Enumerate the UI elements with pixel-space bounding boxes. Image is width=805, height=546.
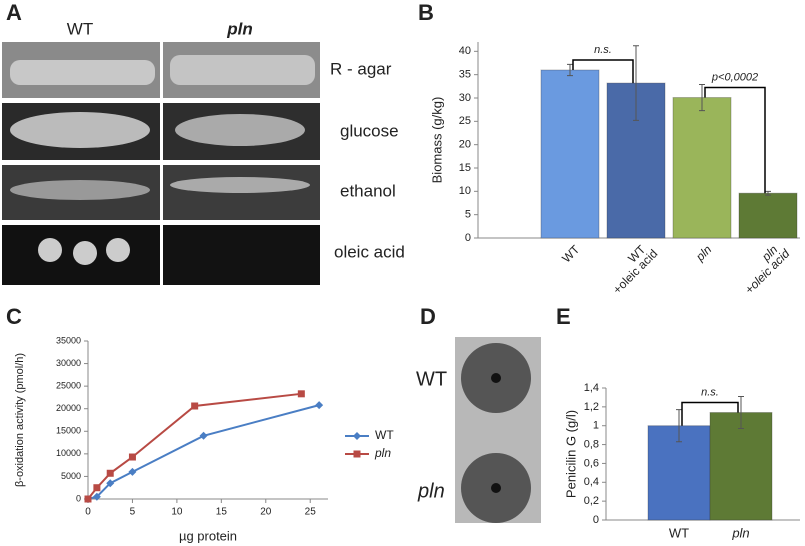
y-tick-label: 15000 — [56, 426, 81, 436]
y-tick-label: 0,2 — [584, 495, 599, 507]
y-tick-label: 40 — [459, 45, 471, 57]
panel-letter: A — [6, 0, 22, 25]
y-tick-label: 25 — [459, 115, 471, 127]
point — [84, 495, 92, 503]
series-line — [87, 392, 302, 500]
y-tick-label: 0 — [465, 232, 471, 244]
x-tick-label: WT — [559, 242, 583, 266]
legend-marker — [353, 450, 361, 458]
row-label: WT — [416, 368, 447, 390]
x-tick-label: 5 — [130, 507, 136, 518]
row-label: oleic acid — [334, 242, 405, 261]
point — [106, 469, 114, 477]
y-tick-label: 20000 — [56, 403, 81, 413]
x-tick-label: pln — [692, 242, 714, 264]
y-tick-label: 35000 — [56, 335, 81, 345]
row-label: R - agar — [330, 59, 392, 78]
point — [92, 492, 101, 501]
error-bar — [699, 83, 705, 112]
error-bar — [738, 395, 744, 430]
panel-letter: E — [556, 304, 571, 329]
y-tick-label: 1 — [593, 420, 599, 432]
bar — [540, 69, 600, 239]
y-tick-label: 5000 — [61, 471, 81, 481]
panel-letter: D — [420, 304, 436, 329]
error-bar — [676, 409, 682, 443]
row-label: pln — [417, 480, 445, 502]
error-bar — [765, 190, 771, 196]
point — [93, 484, 101, 492]
x-tick-label: 10 — [171, 507, 183, 518]
x-tick-label: 0 — [85, 507, 91, 518]
significance-bracket — [704, 86, 766, 194]
x-tick-label: WT — [669, 525, 689, 540]
x-axis-label: µg protein — [179, 528, 237, 543]
column-label: WT — [67, 19, 93, 38]
annotation: n.s. — [594, 44, 612, 56]
y-tick-label: 5 — [465, 209, 471, 221]
y-tick-label: 30 — [459, 92, 471, 104]
x-tick-label: 15 — [216, 507, 228, 518]
row-label: glucose — [340, 121, 399, 140]
y-tick-label: 20 — [459, 139, 471, 151]
legend-label: pln — [374, 446, 391, 460]
point — [106, 479, 115, 488]
halo-assay-image — [455, 337, 541, 523]
series-line — [87, 404, 320, 500]
x-tick-label: pln — [731, 525, 749, 540]
point — [199, 431, 208, 440]
annotation: n.s. — [701, 386, 719, 398]
point — [297, 390, 305, 398]
y-tick-label: 0 — [76, 493, 81, 503]
x-tick-label: 20 — [260, 507, 272, 518]
y-tick-label: 10000 — [56, 448, 81, 458]
y-axis-label: Biomass (g/kg) — [429, 97, 444, 184]
bar — [709, 412, 773, 521]
y-tick-label: 0 — [593, 514, 599, 526]
point — [128, 467, 137, 476]
plate-images — [2, 42, 320, 285]
column-label: pln — [226, 19, 253, 38]
y-tick-label: 1,2 — [584, 401, 599, 413]
error-bar — [567, 63, 573, 77]
bar — [738, 192, 798, 239]
point — [191, 402, 199, 410]
bar — [672, 97, 732, 239]
y-tick-label: 0,8 — [584, 438, 599, 450]
y-tick-label: 25000 — [56, 381, 81, 391]
x-tick-label: 25 — [305, 507, 317, 518]
y-tick-label: 10 — [459, 185, 471, 197]
annotation: p<0,0002 — [711, 71, 758, 83]
y-axis-label: β-oxidation activity (pmol/h) — [14, 353, 26, 487]
point — [128, 453, 136, 461]
significance-bracket — [681, 401, 739, 426]
point — [315, 401, 324, 410]
panel-letter: C — [6, 304, 22, 329]
y-axis-label: Penicilin G (g/l) — [563, 410, 578, 498]
row-label: ethanol — [340, 181, 396, 200]
panel-letter: B — [418, 0, 434, 25]
y-tick-label: 0,6 — [584, 457, 599, 469]
y-tick-label: 35 — [459, 69, 471, 81]
y-tick-label: 15 — [459, 162, 471, 174]
legend-marker — [353, 432, 361, 440]
significance-bracket — [572, 59, 634, 84]
y-tick-label: 1,4 — [584, 382, 599, 394]
error-bar — [633, 45, 639, 121]
y-tick-label: 0,4 — [584, 476, 599, 488]
legend-label: WT — [375, 428, 394, 442]
y-tick-label: 30000 — [56, 358, 81, 368]
